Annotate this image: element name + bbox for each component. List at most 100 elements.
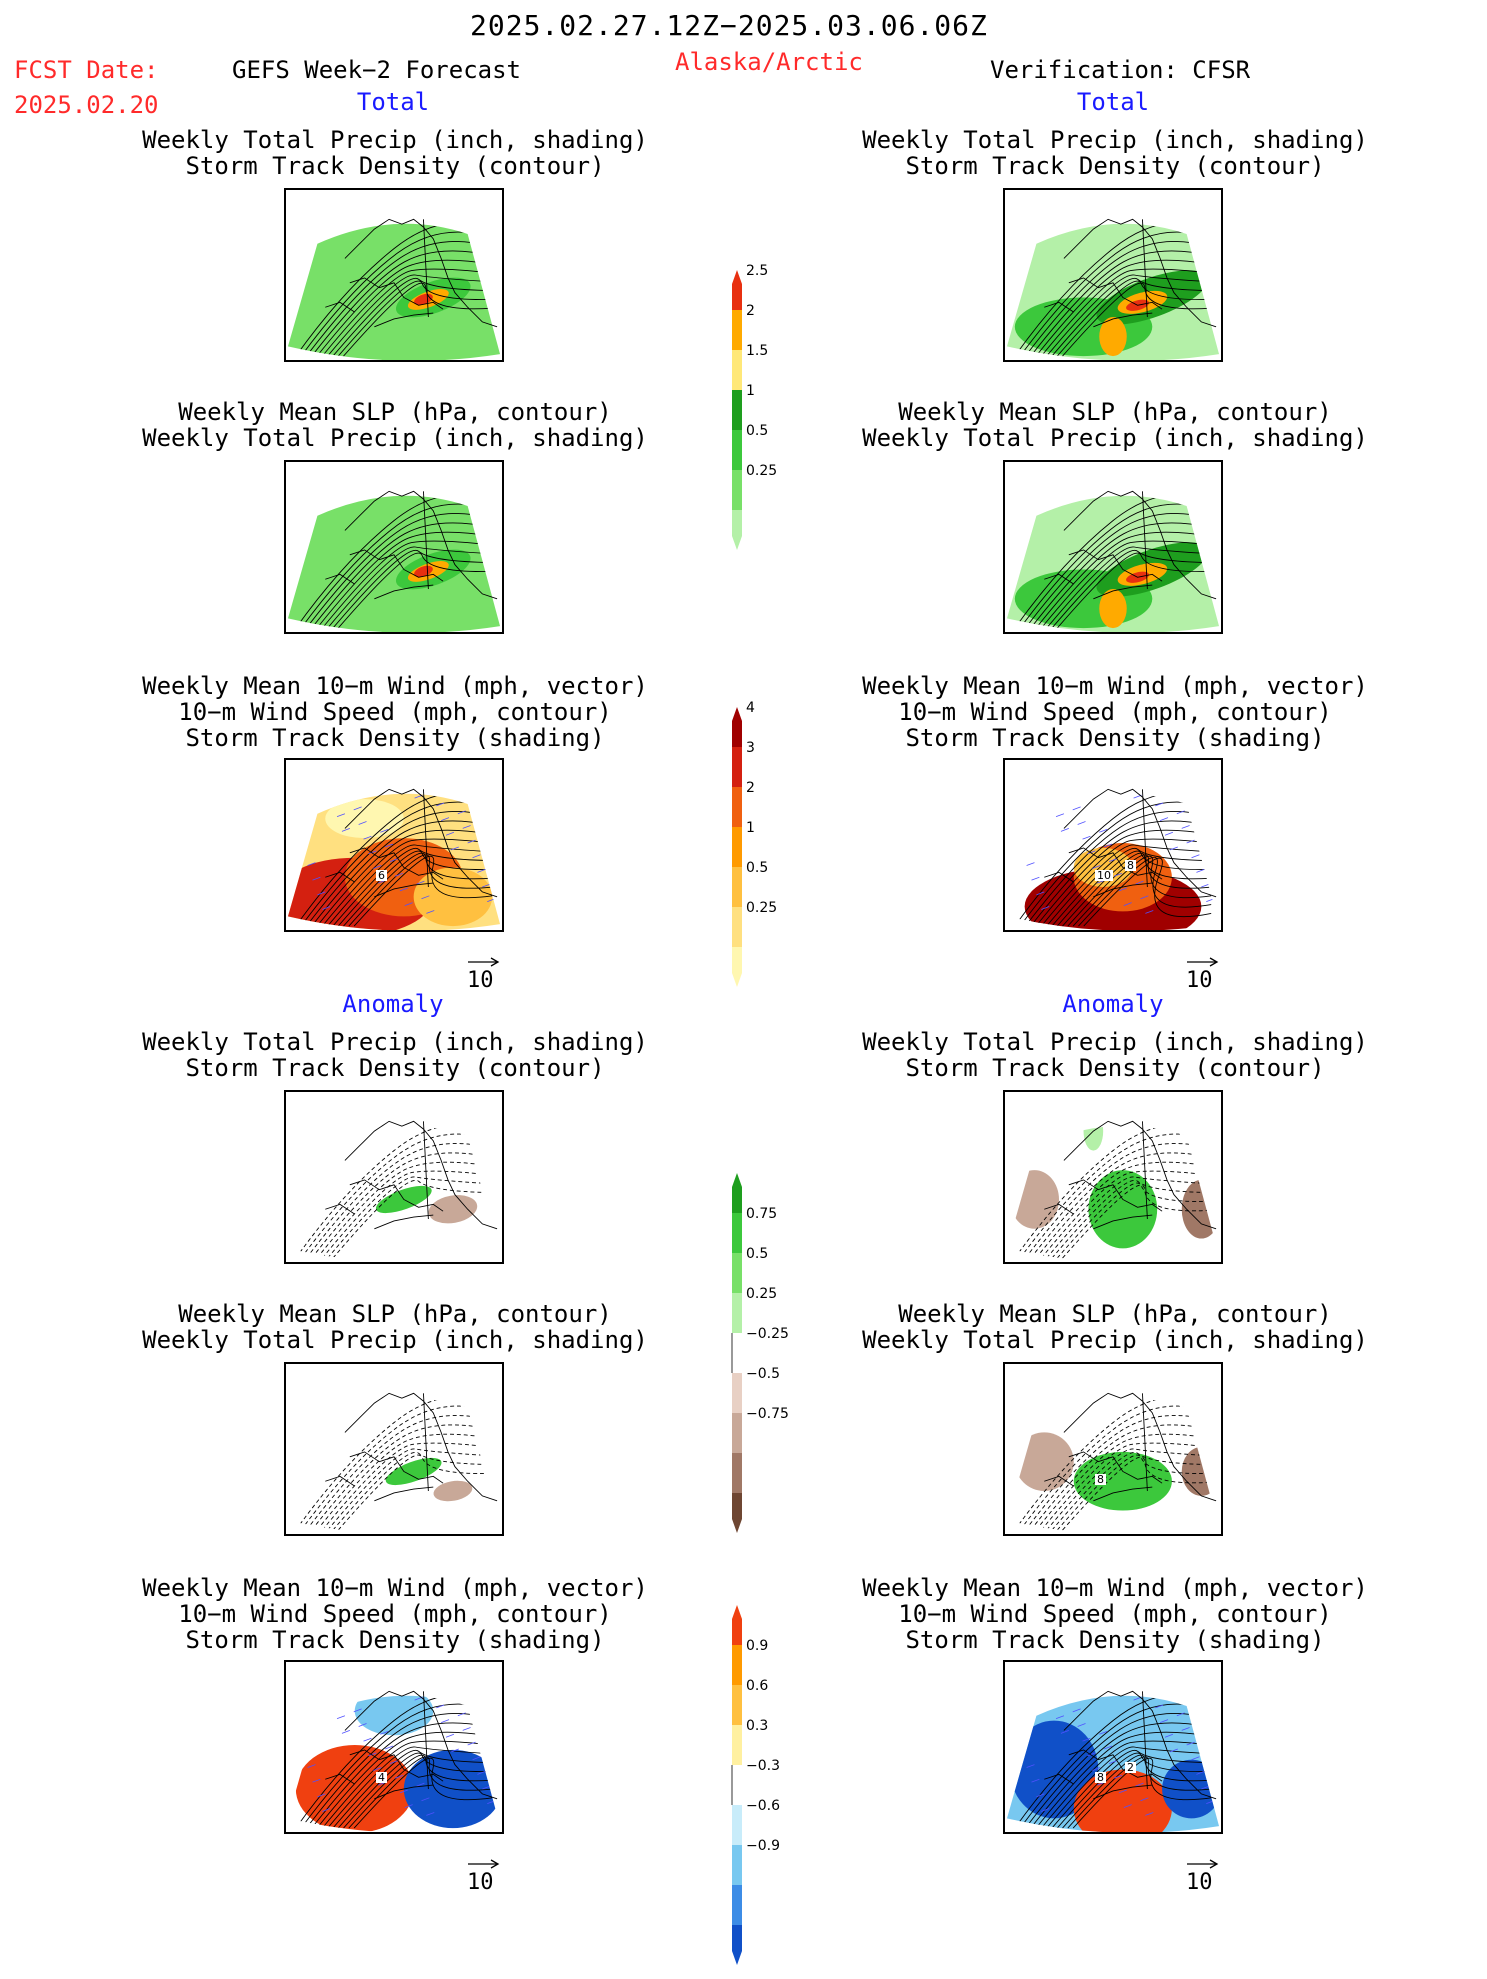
panel-label: Weekly Mean 10−m Wind (mph, vector) xyxy=(862,1574,1368,1602)
panel-label: Storm Track Density (contour) xyxy=(905,1054,1325,1082)
panel-label: 10−m Wind Speed (mph, contour) xyxy=(898,1600,1332,1628)
colorbar-anom-precip: −0.75 −0.5 −0.25 0.25 0.5 0.75 xyxy=(722,1173,812,1547)
contour-label: 2 xyxy=(1125,1761,1136,1774)
colorbar-swatch xyxy=(732,827,742,867)
colorbar-tick-label: 2 xyxy=(746,303,755,319)
panel-label: Weekly Total Precip (inch, shading) xyxy=(862,1326,1368,1354)
map-svg xyxy=(1006,1392,1220,1534)
colorbar-swatch xyxy=(732,1805,742,1845)
colorbar-swatch xyxy=(732,390,742,430)
section-total-right: Total xyxy=(1076,88,1150,116)
panel-label: Weekly Mean SLP (hPa, contour) xyxy=(178,1300,612,1328)
colorbar-swatch xyxy=(732,430,742,470)
colorbar-swatch xyxy=(732,1213,742,1253)
panel-label: 10−m Wind Speed (mph, contour) xyxy=(178,698,612,726)
map-panel xyxy=(284,1362,504,1536)
contour-label: 4 xyxy=(376,1771,387,1784)
fcst-date-label: FCST Date: xyxy=(14,56,159,84)
colorbar-swatch xyxy=(732,867,742,907)
colorbar-swatch xyxy=(732,1765,742,1805)
colorbar-swatch xyxy=(732,1173,742,1213)
panel-label: Weekly Total Precip (inch, shading) xyxy=(142,424,648,452)
colorbar-swatch xyxy=(732,947,742,987)
colorbar-tick-label: −0.5 xyxy=(746,1366,780,1382)
panel-label: Weekly Mean 10−m Wind (mph, vector) xyxy=(142,1574,648,1602)
colorbar-tick-label: −0.25 xyxy=(746,1326,789,1342)
map-panel xyxy=(1003,460,1223,634)
colorbar-total-precip: 0.25 0.5 1 1.5 2 2.5 xyxy=(722,263,812,564)
contour-label: 8 xyxy=(1125,859,1136,872)
colorbar-swatch xyxy=(732,270,742,310)
colorbar-swatch xyxy=(732,1645,742,1685)
vector-reference: 10 xyxy=(467,956,501,993)
panel-label: Weekly Total Precip (inch, shading) xyxy=(142,126,648,154)
panel-label: Weekly Mean SLP (hPa, contour) xyxy=(178,398,612,426)
colorbar-tick-label: 0.25 xyxy=(746,900,777,916)
contour-label: 8 xyxy=(1095,1771,1106,1784)
colorbar-tick-label: 1.5 xyxy=(746,343,768,359)
panel-label: Storm Track Density (shading) xyxy=(905,724,1325,752)
colorbar-tick-label: 2 xyxy=(746,780,755,796)
colorbar-tick-label: 0.3 xyxy=(746,1718,768,1734)
map-svg xyxy=(1006,1690,1220,1832)
map-panel xyxy=(284,188,504,362)
section-anomaly-left: Anomaly xyxy=(342,990,444,1018)
panel-label: Storm Track Density (shading) xyxy=(185,724,605,752)
panel-label: Storm Track Density (contour) xyxy=(185,152,605,180)
panel-label: Weekly Total Precip (inch, shading) xyxy=(862,1028,1368,1056)
vector-reference: 10 xyxy=(1186,956,1220,993)
colorbar-tick-label: −0.3 xyxy=(746,1758,780,1774)
colorbar-swatch xyxy=(732,470,742,510)
colorbar-tick-label: −0.75 xyxy=(746,1406,789,1422)
map-svg xyxy=(1006,788,1220,930)
map-svg xyxy=(287,788,501,930)
map-panel: 4 xyxy=(284,1660,504,1834)
colorbar-tick-label: 0.6 xyxy=(746,1678,768,1694)
panel-label: Storm Track Density (contour) xyxy=(185,1054,605,1082)
colorbar-tick-label: 0.5 xyxy=(746,860,768,876)
map-panel: 10 8 xyxy=(1003,758,1223,932)
model-label: GEFS Week−2 Forecast xyxy=(232,56,521,84)
colorbar-tick-label: 3 xyxy=(746,740,755,756)
panel-label: Weekly Total Precip (inch, shading) xyxy=(862,424,1368,452)
colorbar-swatch xyxy=(732,787,742,827)
colorbar-swatch xyxy=(732,1925,742,1965)
panel-label: Weekly Total Precip (inch, shading) xyxy=(142,1326,648,1354)
panel-label: Weekly Mean SLP (hPa, contour) xyxy=(898,1300,1332,1328)
colorbar-swatch xyxy=(732,1373,742,1413)
map-panel xyxy=(1003,1090,1223,1264)
colorbar-tick-label: 0.25 xyxy=(746,1286,777,1302)
panel-label: 10−m Wind Speed (mph, contour) xyxy=(178,1600,612,1628)
region-label: Alaska/Arctic xyxy=(675,48,863,76)
colorbar-swatch xyxy=(732,510,742,550)
section-total-left: Total xyxy=(356,88,430,116)
panel-label: Weekly Mean SLP (hPa, contour) xyxy=(898,398,1332,426)
vector-reference: 10 xyxy=(1186,1858,1220,1895)
colorbar-swatch xyxy=(732,350,742,390)
colorbar-swatch xyxy=(732,747,742,787)
colorbar-swatch xyxy=(732,1333,742,1373)
colorbar-swatch xyxy=(732,907,742,947)
map-panel xyxy=(284,1090,504,1264)
verification-label: Verification: CFSR xyxy=(990,56,1251,84)
colorbar-swatch xyxy=(732,1685,742,1725)
contour-label: 10 xyxy=(1095,869,1113,882)
map-svg xyxy=(287,218,501,360)
map-svg xyxy=(287,490,501,632)
colorbar-tick-label: 0.75 xyxy=(746,1206,777,1222)
panel-label: Weekly Total Precip (inch, shading) xyxy=(862,126,1368,154)
panel-label: Weekly Mean 10−m Wind (mph, vector) xyxy=(862,672,1368,700)
map-panel: 8 xyxy=(1003,1362,1223,1536)
colorbar-swatch xyxy=(732,1885,742,1925)
map-svg xyxy=(287,1690,501,1832)
map-panel xyxy=(284,460,504,634)
vector-reference: 10 xyxy=(467,1858,501,1895)
colorbar-swatch xyxy=(732,1293,742,1333)
map-svg xyxy=(287,1392,501,1534)
vector-reference-label: 10 xyxy=(467,968,494,993)
colorbar-tick-label: 0.9 xyxy=(746,1638,768,1654)
colorbar-tick-label: 0.5 xyxy=(746,423,768,439)
page-title: 2025.02.27.12Z−2025.03.06.06Z xyxy=(470,9,988,42)
section-anomaly-right: Anomaly xyxy=(1062,990,1164,1018)
